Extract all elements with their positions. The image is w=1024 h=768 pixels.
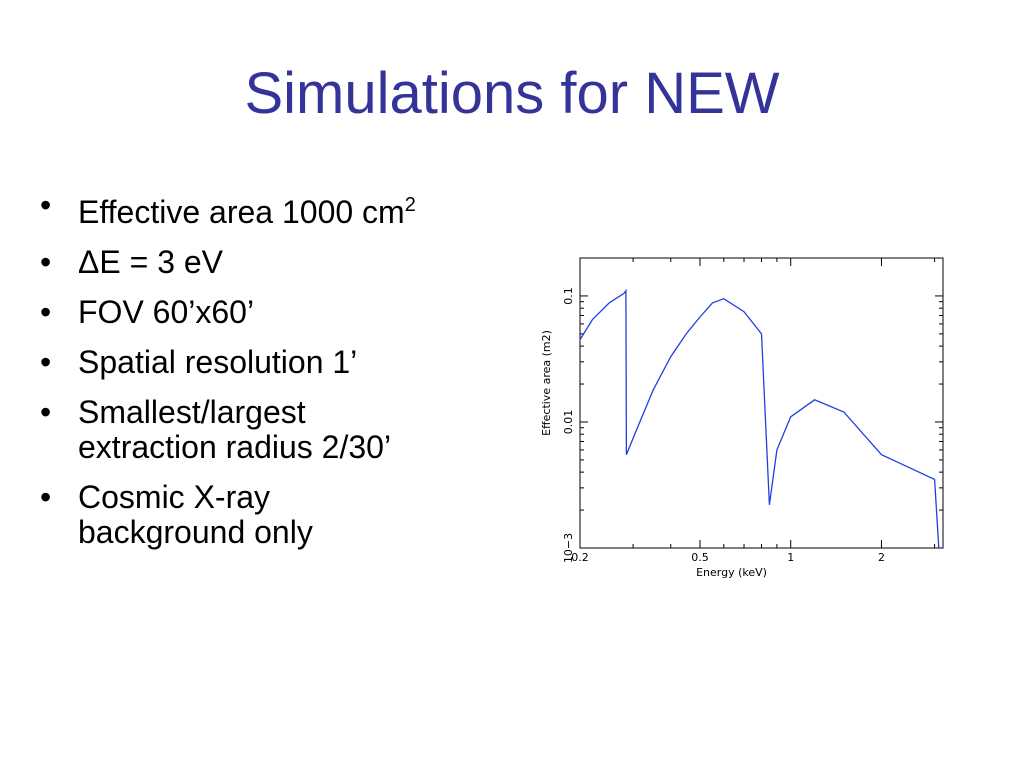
y-tick-label: 10−3 (562, 533, 575, 563)
bullet-text: FOV 60’x60’ (78, 294, 255, 330)
chart-svg: 0.2 0.5 1 2 0.1 0.01 10−3 Energy (keV) Effective… (540, 257, 944, 579)
bullet-text: Spatial resolution 1’ (78, 344, 358, 380)
bullet-text: Smallest/largest (78, 394, 306, 430)
bullet-text: extraction radius 2/30’ (78, 429, 392, 465)
bullet-item: • FOV 60’x60’ (40, 295, 510, 330)
y-axis-label: Effective area (m2) (540, 330, 553, 436)
bullet-dot: • (40, 294, 52, 330)
bullet-dot: • (40, 244, 52, 280)
series-line (579, 288, 940, 549)
bullet-list: • Effective area 1000 cm2 • ΔE = 3 eV • … (40, 188, 510, 565)
slide-title: Simulations for NEW (244, 61, 780, 126)
bullet-item: • Smallest/largest extraction radius 2/3… (40, 395, 510, 465)
bullet-item: • Spatial resolution 1’ (40, 345, 510, 380)
bullet-text: Effective area 1000 cm (78, 194, 405, 230)
bullet-item: • ΔE = 3 eV (40, 245, 510, 280)
bullet-text: background only (78, 514, 313, 550)
superscript: 2 (404, 194, 416, 216)
effective-area-chart: 0.2 0.5 1 2 0.1 0.01 10−3 Energy (keV) Effective… (530, 250, 960, 590)
x-axis-label: Energy (keV) (696, 566, 767, 579)
y-tick-label: 0.1 (562, 287, 575, 305)
bullet-item: • Effective area 1000 cm2 (40, 188, 510, 230)
x-tick-label: 0.2 (571, 551, 589, 564)
bullet-dot: • (40, 344, 52, 380)
y-tick-label: 0.01 (562, 410, 575, 435)
x-tick-label: 0.5 (691, 551, 709, 564)
bullet-dot: • (40, 479, 52, 515)
x-tick-label: 1 (787, 551, 794, 564)
bullet-text: Cosmic X-ray (78, 479, 271, 515)
bullet-text: ΔE = 3 eV (78, 244, 224, 280)
bullet-dot: • (40, 187, 52, 223)
x-tick-label: 2 (878, 551, 885, 564)
bullet-dot: • (40, 394, 52, 430)
bullet-item: • Cosmic X-ray background only (40, 480, 510, 550)
plot-frame (579, 257, 944, 549)
